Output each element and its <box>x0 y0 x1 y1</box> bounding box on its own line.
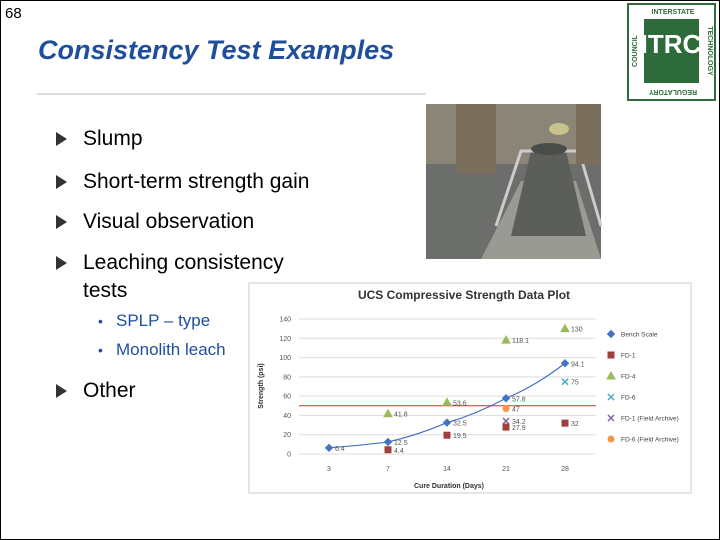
page-number: 68 <box>5 5 22 22</box>
point <box>501 394 511 403</box>
legend-marker <box>607 351 615 359</box>
point <box>442 397 452 406</box>
data-label: 4.4 <box>394 448 404 455</box>
point <box>502 417 510 425</box>
data-label: 118.1 <box>512 338 529 345</box>
point <box>383 408 393 418</box>
data-label: 19.5 <box>453 433 467 440</box>
legend-marker <box>607 435 615 443</box>
y-tick-label: 140 <box>279 317 291 324</box>
x-tick-label: 21 <box>502 466 510 473</box>
point <box>501 335 511 344</box>
logo-bottom: REGULATORY <box>649 88 697 95</box>
y-tick-label: 120 <box>279 336 291 343</box>
chart-frame <box>248 282 692 494</box>
data-label: 130 <box>571 327 583 334</box>
y-tick-label: 80 <box>283 374 291 381</box>
legend-label: FD-1 <box>621 353 636 360</box>
logo-left: COUNCIL <box>632 34 639 67</box>
point <box>560 323 570 333</box>
data-label: 6.4 <box>335 446 345 453</box>
logo: ITRC INTERSTATE REGULATORY TECHNOLOGY CO… <box>627 3 716 101</box>
sub-bullet-dot: • <box>98 342 103 358</box>
point <box>443 431 451 439</box>
legend-label: Bench Scale <box>621 332 658 339</box>
data-label: 41.8 <box>394 412 408 419</box>
y-tick-label: 40 <box>283 413 291 420</box>
data-label: 75 <box>571 380 579 387</box>
bullet-arrow <box>56 175 67 189</box>
sub-bullet: SPLP – type <box>116 311 211 330</box>
y-axis-label: Strength (psi) <box>258 363 265 409</box>
title: Consistency Test Examples <box>38 35 394 65</box>
legend-marker <box>607 414 615 422</box>
logo-main: ITRC <box>641 29 702 59</box>
data-label: 53.6 <box>453 400 467 407</box>
data-label: 57.8 <box>512 396 526 403</box>
y-tick-label: 20 <box>283 432 291 439</box>
sub-bullet-dot: • <box>98 313 103 329</box>
point <box>384 446 392 454</box>
x-tick-label: 14 <box>443 466 451 473</box>
point <box>502 405 510 413</box>
x-tick-label: 7 <box>386 466 390 473</box>
legend-label: FD-1 (Field Archive) <box>621 416 679 423</box>
photo <box>426 104 603 259</box>
chart-title: UCS Compressive Strength Data Plot <box>358 288 570 302</box>
point <box>442 418 452 427</box>
point <box>383 437 393 447</box>
point <box>561 419 569 427</box>
x-axis-label: Cure Duration (Days) <box>414 483 484 490</box>
legend-label: FD-4 <box>621 374 636 381</box>
bullet-arrow <box>56 132 67 146</box>
point <box>561 378 569 386</box>
bullet: Other <box>83 379 136 402</box>
data-label: 47 <box>512 407 520 414</box>
data-label: 12.5 <box>394 440 408 447</box>
legend-marker <box>607 393 615 401</box>
data-label: 27.9 <box>512 425 526 432</box>
logo-right: TECHNOLOGY <box>706 26 713 76</box>
point <box>324 443 334 453</box>
data-label: 32.5 <box>453 421 467 428</box>
chart: UCS Compressive Strength Data Plot Cure … <box>248 282 692 494</box>
data-label: 32 <box>571 421 579 428</box>
bullet: Slump <box>83 127 143 150</box>
y-tick-label: 100 <box>279 355 291 362</box>
legend-label: FD-6 (Field Archive) <box>621 437 679 444</box>
x-tick-label: 3 <box>327 466 331 473</box>
y-tick-label: 0 <box>287 452 291 459</box>
bullet-arrow <box>56 384 67 398</box>
legend-marker <box>606 329 616 339</box>
point <box>560 359 570 368</box>
x-tick-label: 28 <box>561 466 569 473</box>
y-tick-label: 60 <box>283 394 291 401</box>
legend-label: FD-6 <box>621 395 636 402</box>
data-label: 94.1 <box>571 361 585 368</box>
bullet: Leaching consistency tests <box>83 251 284 302</box>
legend-marker <box>606 370 616 380</box>
bullet-arrow <box>56 215 67 229</box>
logo-top: INTERSTATE <box>652 9 695 16</box>
sub-bullet: Monolith leach <box>116 340 226 359</box>
bullet: Visual observation <box>83 210 255 233</box>
bullet-arrow <box>56 256 67 270</box>
point <box>502 423 510 431</box>
data-label: 34.2 <box>512 419 526 426</box>
bullet: Short-term strength gain <box>83 170 310 193</box>
